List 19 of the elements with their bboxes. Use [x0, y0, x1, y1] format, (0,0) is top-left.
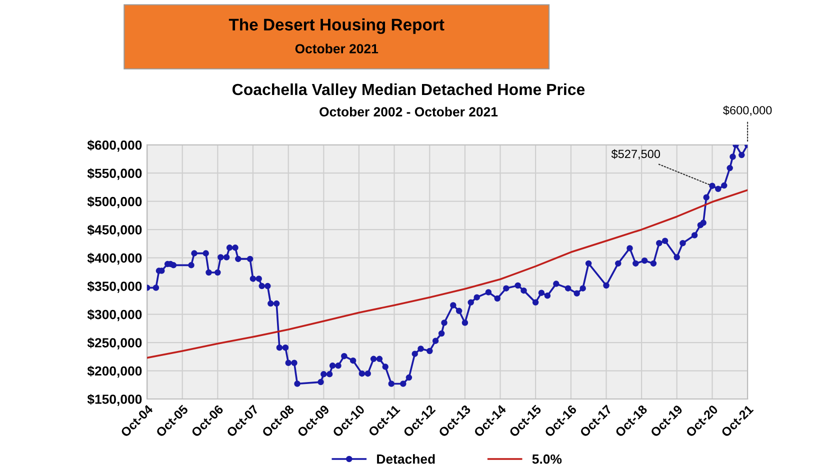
chart-subtitle: October 2002 - October 2021: [320, 106, 498, 117]
annotation: $527,500: [611, 149, 660, 160]
annotation: $600,000: [723, 106, 772, 116]
y-tick-label: $500,000: [87, 196, 142, 208]
y-tick-label: $600,000: [87, 140, 142, 152]
line-series: [147, 189, 748, 359]
y-tick-label: $300,000: [87, 309, 142, 322]
y-tick-label: $400,000: [87, 252, 142, 265]
text: October 2021: [295, 44, 378, 54]
chart-title: Coachella Valley Median Detached Home Price: [232, 83, 585, 98]
y-tick-label: $450,000: [87, 224, 142, 236]
text: The Desert Housing Report: [228, 18, 444, 34]
legend-label: Detached: [377, 454, 435, 464]
y-tick-label: $250,000: [87, 338, 142, 350]
y-tick-label: $350,000: [87, 281, 142, 293]
y-tick-label: $150,000: [87, 394, 142, 406]
y-tick-label: $550,000: [87, 168, 142, 180]
y-tick-label: $200,000: [87, 366, 142, 378]
legend-label: 5.0%: [532, 454, 562, 464]
